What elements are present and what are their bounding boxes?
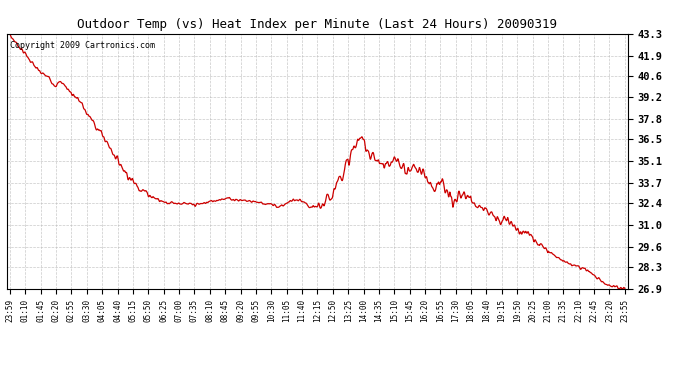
Title: Outdoor Temp (vs) Heat Index per Minute (Last 24 Hours) 20090319: Outdoor Temp (vs) Heat Index per Minute …: [77, 18, 558, 31]
Text: Copyright 2009 Cartronics.com: Copyright 2009 Cartronics.com: [10, 41, 155, 50]
